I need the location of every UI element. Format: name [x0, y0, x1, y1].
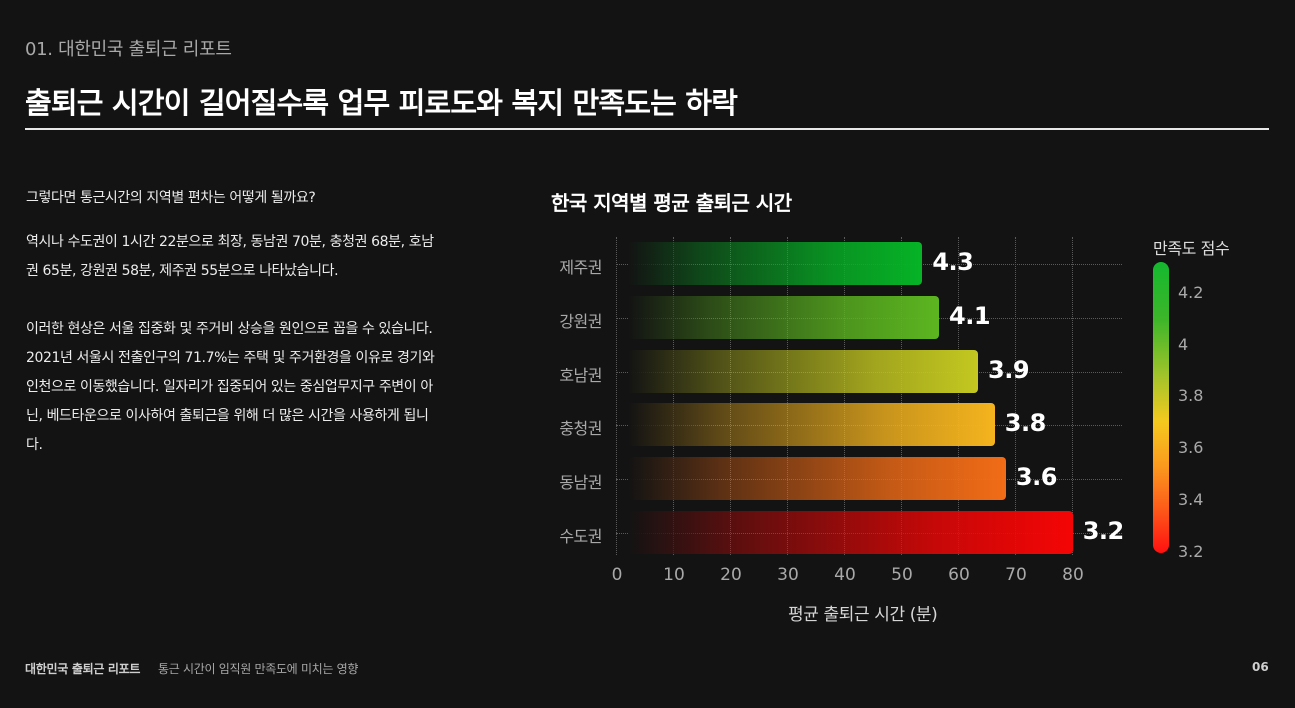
- title-divider: [25, 128, 1269, 130]
- colorbar-tick-label: 4.2: [1178, 283, 1204, 302]
- category-label: 수도권: [559, 527, 602, 546]
- bar-value-label: 3.8: [1004, 409, 1047, 438]
- x-axis-label: 평균 출퇴근 시간 (분): [788, 605, 938, 625]
- bar[interactable]: [628, 457, 1006, 501]
- bar-value-label: 4.1: [949, 301, 991, 330]
- x-tick-label: 60: [948, 565, 970, 585]
- colorbar-title: 만족도 점수: [1153, 239, 1230, 258]
- colorbar-tick-label: 3.4: [1178, 489, 1204, 509]
- bar-row: 동남권 3.6: [0, 457, 1295, 501]
- body-paragraph-1: 역시나 수도권이 1시간 22분으로 최장, 동남권 70분, 충청권 68분,…: [26, 234, 434, 279]
- bar[interactable]: [628, 349, 979, 393]
- colorbar-tick-label: 4: [1178, 334, 1189, 354]
- bar-row: 수도권 3.2: [0, 511, 1295, 555]
- colorbar-tick-label: 3.8: [1178, 386, 1204, 406]
- x-tick-label: 50: [891, 565, 913, 585]
- x-tick-label: 30: [777, 565, 799, 585]
- footer-subtitle: 통근 시간이 임직원 만족도에 미치는 영향: [158, 662, 359, 676]
- category-label: 제주권: [559, 258, 602, 277]
- colorbar: [1153, 262, 1169, 553]
- grid-line-vertical: [616, 237, 617, 555]
- x-tick-label: 20: [720, 565, 742, 585]
- grid-line-vertical: [1072, 237, 1073, 555]
- grid-line-vertical: [1015, 237, 1016, 555]
- intro-question: 그렇다면 통근시간의 지역별 편차는 어떻게 될까요?: [26, 190, 316, 206]
- footer-brand: 대한민국 출퇴근 리포트: [25, 662, 141, 676]
- x-tick-label: 70: [1005, 565, 1027, 585]
- category-label: 호남권: [559, 365, 602, 385]
- category-label: 강원권: [559, 311, 602, 331]
- body-paragraph-2: 이러한 현상은 서울 집중화 및 주거비 상승을 원인으로 꼽을 수 있습니다.…: [26, 321, 435, 453]
- bar-value-label: 3.9: [988, 355, 1030, 384]
- x-tick-label: 40: [834, 565, 856, 585]
- bar[interactable]: [628, 242, 923, 285]
- bar[interactable]: [628, 511, 1073, 554]
- x-tick-label: 80: [1062, 565, 1084, 585]
- bar-value-label: 4.3: [932, 248, 974, 276]
- category-label: 동남권: [559, 473, 602, 493]
- bar[interactable]: [628, 403, 995, 447]
- colorbar-tick-label: 3.2: [1178, 541, 1204, 561]
- category-label: 충청권: [559, 419, 602, 439]
- page-title: 출퇴근 시간이 길어질수록 업무 피로도와 복지 만족도는 하락: [25, 86, 738, 120]
- colorbar-tick-label: 3.6: [1178, 438, 1204, 458]
- x-tick-label: 10: [663, 565, 685, 585]
- bar[interactable]: [628, 295, 940, 339]
- grid-line-vertical: [958, 237, 959, 555]
- x-tick-label: 0: [611, 565, 623, 585]
- page-number: 06: [1252, 660, 1269, 674]
- bar-value-label: 3.6: [1015, 463, 1058, 492]
- section-label: 01. 대한민국 출퇴근 리포트: [25, 39, 232, 60]
- chart-title: 한국 지역별 평균 출퇴근 시간: [551, 191, 792, 215]
- bar-value-label: 3.2: [1082, 517, 1125, 545]
